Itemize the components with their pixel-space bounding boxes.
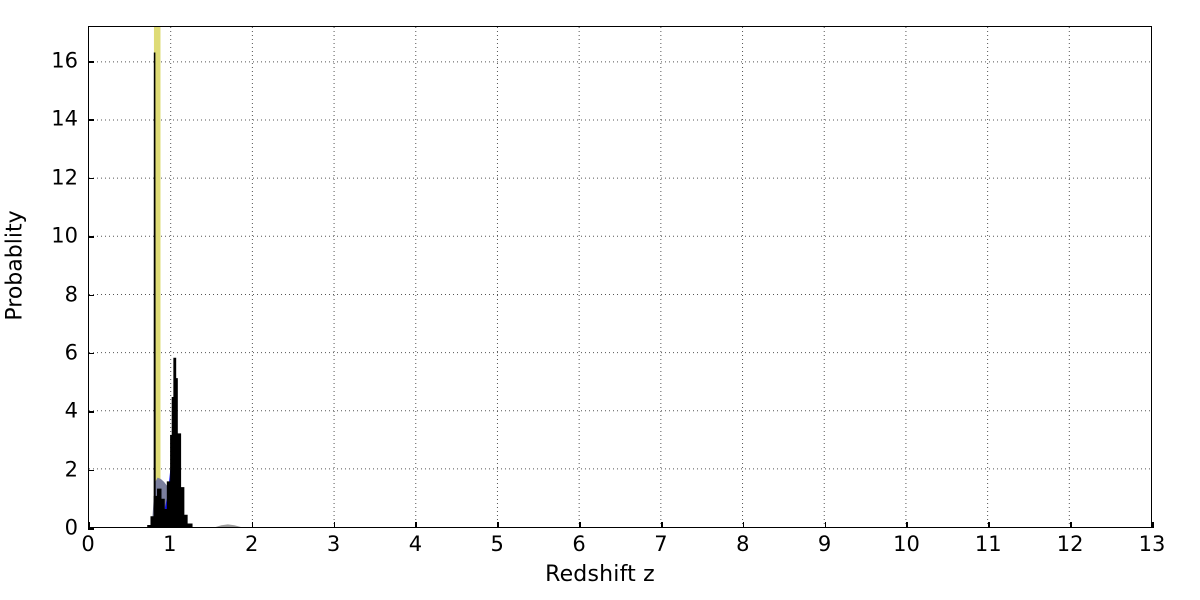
- y-tick-label: 6: [64, 340, 78, 365]
- x-tick-mark: [497, 522, 499, 528]
- x-tick-mark: [169, 522, 172, 528]
- y-tick-mark: [88, 352, 94, 355]
- x-tick-mark: [1152, 522, 1154, 528]
- y-tick-label: 0: [64, 515, 78, 540]
- y-tick-label: 8: [64, 282, 78, 306]
- x-tick-mark: [906, 522, 909, 528]
- x-tick-mark: [333, 522, 336, 528]
- y-tick-label: 14: [51, 106, 78, 131]
- x-tick-mark: [660, 522, 663, 528]
- plot-area: [88, 26, 1152, 528]
- x-tick-label: 5: [490, 532, 504, 556]
- x-tick-label: 8: [736, 532, 750, 556]
- x-tick-mark: [988, 522, 990, 528]
- y-tick-label: 10: [51, 223, 78, 248]
- y-tick-mark: [88, 177, 94, 180]
- x-tick-label: 13: [1138, 532, 1166, 556]
- series-spectroscopic-band: [153, 27, 161, 527]
- x-tick-label: 2: [245, 532, 259, 556]
- x-tick-label: 1: [163, 532, 177, 556]
- y-tick-mark: [88, 236, 94, 238]
- x-tick-mark: [251, 522, 254, 528]
- y-tick-label: 4: [64, 398, 78, 423]
- x-axis-label: Redshift z: [545, 562, 655, 587]
- x-tick-label: 7: [654, 532, 668, 556]
- x-tick-mark: [579, 522, 581, 528]
- y-axis-tick-labels: 0 2 4 6 8 10 12 14 16: [0, 0, 78, 600]
- x-tick-label: 6: [572, 532, 586, 556]
- x-tick-mark: [742, 522, 745, 528]
- x-tick-mark: [415, 522, 417, 528]
- y-tick-mark: [88, 119, 94, 121]
- x-tick-label: 0: [81, 532, 95, 556]
- chart-data-layer: [89, 27, 241, 527]
- y-tick-mark: [88, 411, 94, 413]
- x-tick-label: 9: [817, 532, 832, 556]
- y-axis-label: Probablity: [2, 210, 28, 321]
- x-tick-label: 10: [893, 532, 920, 556]
- series-primary-spike: [154, 53, 155, 527]
- x-tick-mark: [1070, 522, 1072, 528]
- x-tick-label: 12: [1056, 532, 1084, 556]
- x-tick-mark: [88, 522, 90, 528]
- y-tick-mark: [88, 469, 94, 472]
- y-tick-label: 12: [51, 165, 78, 190]
- y-tick-mark: [88, 528, 94, 530]
- x-tick-label: 11: [974, 532, 1002, 556]
- y-tick-label: 16: [51, 48, 78, 73]
- y-tick-mark: [88, 294, 94, 297]
- y-tick-label: 2: [64, 457, 78, 482]
- y-tick-mark: [88, 61, 94, 63]
- x-tick-label: 3: [326, 532, 341, 556]
- x-tick-mark: [824, 522, 827, 528]
- x-tick-label: 4: [408, 532, 423, 556]
- series-faint-bump: [215, 524, 241, 527]
